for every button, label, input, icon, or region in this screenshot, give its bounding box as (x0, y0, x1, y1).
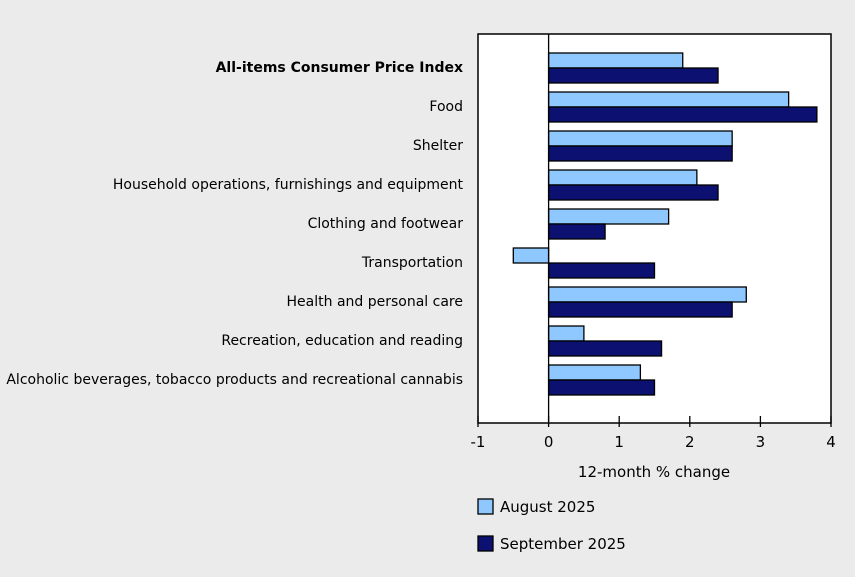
bar-august-6 (547, 286, 747, 303)
category-labels: All-items Consumer Price Index Food Shelte… (6, 60, 463, 388)
legend: August 2025 September 2025 (477, 498, 626, 553)
bar-august-2 (547, 130, 733, 147)
bar-september-3 (547, 184, 719, 201)
x-tick-label: -1 (471, 433, 486, 451)
bar-september-2 (547, 145, 733, 162)
bar-august-1 (547, 91, 790, 108)
legend-swatch-september (477, 535, 494, 552)
x-tick-label: 0 (544, 433, 554, 451)
category-label: Food (429, 99, 463, 115)
bar-september-8 (547, 379, 656, 396)
legend-label-august: August 2025 (500, 498, 595, 516)
category-label: Shelter (413, 138, 463, 154)
bars-group (512, 34, 818, 423)
bar-september-1 (547, 106, 818, 123)
category-label: Alcoholic beverages, tobacco products an… (6, 372, 463, 388)
category-label: Transportation (361, 255, 463, 271)
x-axis-title: 12-month % change (578, 463, 730, 481)
category-label: All-items Consumer Price Index (216, 60, 463, 76)
bar-august-7 (547, 325, 585, 342)
x-tick-label: 1 (614, 433, 624, 451)
bar-september-4 (547, 223, 606, 240)
bar-september-0 (547, 67, 719, 84)
bar-august-5 (512, 247, 550, 264)
legend-swatch-august (477, 498, 494, 515)
bar-august-3 (547, 169, 698, 186)
bar-september-5 (547, 262, 656, 279)
bar-september-6 (547, 301, 733, 318)
x-tick-label: 4 (826, 433, 836, 451)
bar-august-0 (547, 52, 684, 69)
legend-label-september: September 2025 (500, 535, 626, 553)
x-tick-label: 3 (756, 433, 766, 451)
bar-august-8 (547, 364, 642, 381)
x-tick-label: 2 (685, 433, 695, 451)
category-label: Health and personal care (287, 294, 463, 310)
bar-august-4 (547, 208, 670, 225)
bar-september-7 (547, 340, 663, 357)
category-label: Recreation, education and reading (221, 333, 463, 349)
x-axis: -1 0 1 2 3 4 (471, 416, 836, 451)
category-label: Clothing and footwear (308, 216, 464, 232)
category-label: Household operations, furnishings and eq… (113, 177, 464, 193)
